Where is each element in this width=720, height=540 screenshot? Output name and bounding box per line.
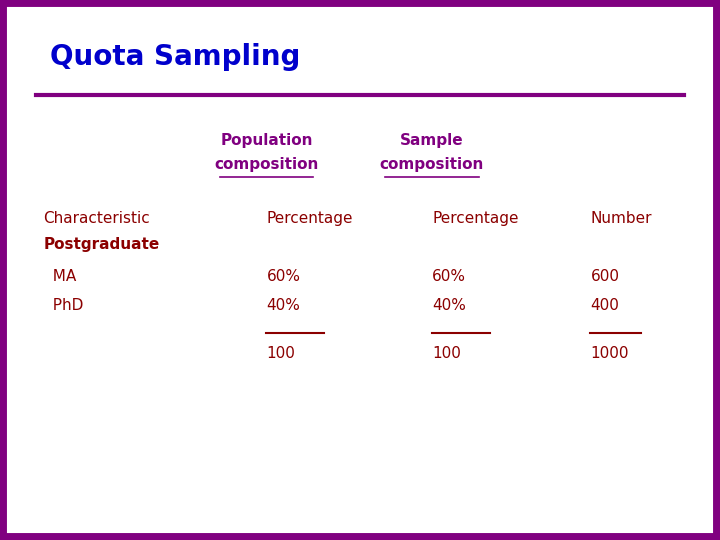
Text: 100: 100 (432, 346, 461, 361)
Text: 40%: 40% (266, 298, 300, 313)
Text: composition: composition (215, 157, 318, 172)
Text: 60%: 60% (432, 269, 466, 284)
Text: Percentage: Percentage (432, 211, 518, 226)
Text: 100: 100 (266, 346, 295, 361)
Text: composition: composition (380, 157, 484, 172)
Text: Postgraduate: Postgraduate (43, 237, 159, 252)
Text: Percentage: Percentage (266, 211, 353, 226)
Text: Number: Number (590, 211, 652, 226)
Text: PhD: PhD (43, 298, 84, 313)
Text: 600: 600 (590, 269, 619, 284)
Text: 40%: 40% (432, 298, 466, 313)
Text: Characteristic: Characteristic (43, 211, 150, 226)
Text: 1000: 1000 (590, 346, 629, 361)
Text: 400: 400 (590, 298, 619, 313)
Text: Sample: Sample (400, 133, 464, 148)
Text: 60%: 60% (266, 269, 300, 284)
Text: Population: Population (220, 133, 312, 148)
Text: Quota Sampling: Quota Sampling (50, 43, 301, 71)
Text: MA: MA (43, 269, 76, 284)
